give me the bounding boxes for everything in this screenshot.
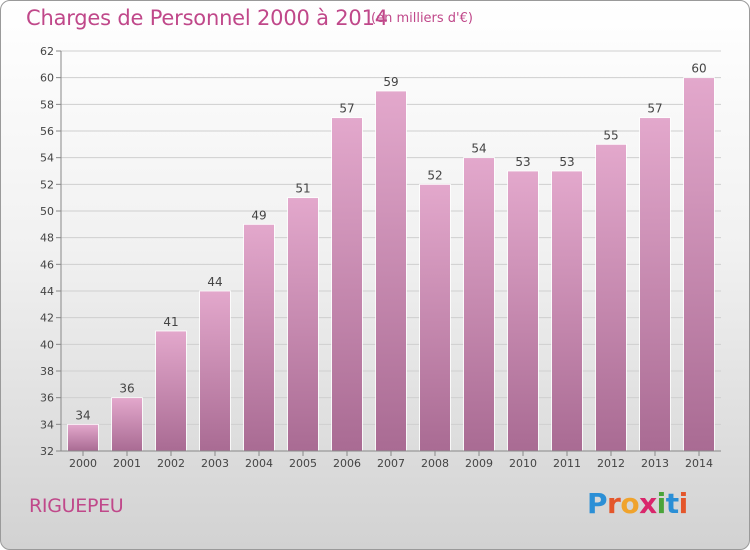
bar-2005 <box>287 197 319 452</box>
x-tick-label: 2000 <box>69 457 97 470</box>
x-tick-label: 2007 <box>377 457 405 470</box>
chart-subtitle: (en milliers d'€) <box>371 11 473 26</box>
y-tick-label: 50 <box>40 205 54 218</box>
y-tick-label: 60 <box>40 72 54 85</box>
value-label: 54 <box>471 142 486 156</box>
x-tick-label: 2005 <box>289 457 317 470</box>
bar-2000 <box>67 423 99 452</box>
y-tick-label: 54 <box>40 152 54 165</box>
bar-2009 <box>463 157 495 452</box>
bar-2012 <box>595 143 627 452</box>
logo-letter: P <box>587 487 608 520</box>
y-tick-label: 34 <box>40 418 54 431</box>
y-tick-label: 36 <box>40 392 54 405</box>
x-tick-label: 2014 <box>685 457 713 470</box>
bar-2001 <box>111 397 143 452</box>
bars: 34 36 41 44 49 51 57 59 52 54 53 53 55 57 60 <box>67 62 715 452</box>
value-label: 57 <box>339 102 354 116</box>
value-label: 34 <box>75 408 90 422</box>
x-tick-label: 2002 <box>157 457 185 470</box>
x-tick-label: 2009 <box>465 457 493 470</box>
y-tick-label: 52 <box>40 178 54 191</box>
value-label: 51 <box>295 182 310 196</box>
town-name: RIGUEPEU <box>29 495 124 517</box>
value-label: 57 <box>647 102 662 116</box>
x-tick-label: 2004 <box>245 457 273 470</box>
y-tick-label: 46 <box>40 258 54 271</box>
bar-2010 <box>507 170 539 452</box>
y-tick-label: 32 <box>40 445 54 458</box>
bar-2002 <box>155 330 187 452</box>
chart-title: Charges de Personnel 2000 à 2014 <box>26 6 388 30</box>
x-tick-label: 2010 <box>509 457 537 470</box>
logo-letter: x <box>639 487 657 520</box>
x-tick-label: 2008 <box>421 457 449 470</box>
y-tick-label: 42 <box>40 312 54 325</box>
y-tick-label: 40 <box>40 338 54 351</box>
value-label: 60 <box>691 62 706 76</box>
axes: 32 34 36 38 40 42 44 46 48 50 52 54 56 58 60 62 2000 2001… <box>40 45 721 470</box>
x-tick-label: 2001 <box>113 457 141 470</box>
x-tick-label: 2011 <box>553 457 581 470</box>
proxiti-logo[interactable]: Proxiti <box>587 487 688 520</box>
y-tick-label: 58 <box>40 98 54 111</box>
bar-2004 <box>243 223 275 452</box>
x-tick-label: 2006 <box>333 457 361 470</box>
y-tick-label: 38 <box>40 365 54 378</box>
y-tick-label: 56 <box>40 125 54 138</box>
value-label: 59 <box>383 75 398 89</box>
value-label: 41 <box>163 315 178 329</box>
bar-2013 <box>639 117 671 452</box>
y-tick-label: 48 <box>40 232 54 245</box>
bar-2011 <box>551 170 583 452</box>
bar-2003 <box>199 290 231 452</box>
y-tick-label: 44 <box>40 285 54 298</box>
value-label: 53 <box>515 155 530 169</box>
bar-2006 <box>331 117 363 452</box>
bar-2008 <box>419 183 451 452</box>
x-tick-label: 2013 <box>641 457 669 470</box>
value-label: 55 <box>603 128 618 142</box>
value-label: 52 <box>427 168 442 182</box>
x-tick-label: 2012 <box>597 457 625 470</box>
logo-letter: t <box>665 487 679 520</box>
logo-letter: r <box>607 487 621 520</box>
logo-letter: i <box>678 487 689 520</box>
value-label: 36 <box>119 382 134 396</box>
y-tick-label: 62 <box>40 45 54 58</box>
logo-letter: o <box>620 487 640 520</box>
x-tick-label: 2003 <box>201 457 229 470</box>
value-label: 49 <box>251 208 266 222</box>
bar-2014 <box>683 77 715 452</box>
value-label: 44 <box>207 275 222 289</box>
value-label: 53 <box>559 155 574 169</box>
bar-2007 <box>375 90 407 452</box>
logo-letter: i <box>656 487 667 520</box>
